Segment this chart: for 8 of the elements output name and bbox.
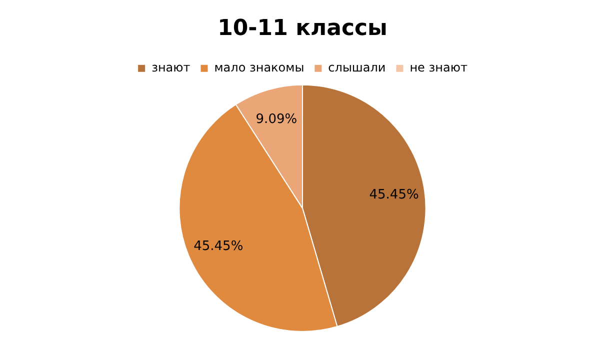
data-label: 45.45% bbox=[369, 187, 419, 202]
chart-title: 10-11 классы bbox=[218, 16, 388, 41]
legend-label: слышали bbox=[328, 60, 386, 75]
data-label: 9.09% bbox=[256, 112, 298, 127]
data-label: 45.45% bbox=[194, 238, 244, 254]
legend-label: не знают bbox=[410, 60, 468, 75]
legend-label: мало знакомы bbox=[214, 60, 304, 75]
legend-label: знают bbox=[152, 60, 190, 75]
